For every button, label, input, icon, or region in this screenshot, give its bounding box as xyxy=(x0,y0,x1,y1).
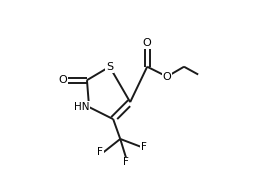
Text: S: S xyxy=(106,62,113,72)
Text: F: F xyxy=(123,157,129,167)
Text: O: O xyxy=(143,38,152,48)
Text: O: O xyxy=(163,72,171,82)
Text: HN: HN xyxy=(74,102,89,112)
Text: F: F xyxy=(97,147,103,158)
Text: O: O xyxy=(58,75,67,85)
Text: F: F xyxy=(141,142,147,152)
